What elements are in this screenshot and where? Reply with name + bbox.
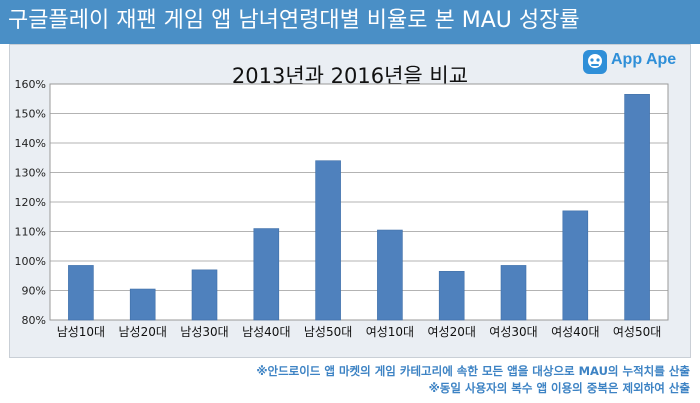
app-ape-logo: App Ape bbox=[583, 50, 687, 76]
app-ape-icon bbox=[583, 50, 607, 74]
x-tick-label: 남성50대 bbox=[304, 325, 352, 339]
y-tick-label: 100% bbox=[15, 255, 46, 268]
header-bar: 구글플레이 재팬 게임 앱 남녀연령대별 비율로 본 MAU 성장률 bbox=[0, 0, 700, 44]
x-tick-label: 여성40대 bbox=[551, 325, 599, 339]
bar bbox=[624, 94, 650, 321]
y-tick-label: 160% bbox=[15, 78, 46, 91]
bar bbox=[562, 210, 589, 321]
x-tick-label: 남성30대 bbox=[180, 325, 228, 339]
bar bbox=[253, 228, 280, 321]
x-tick-label: 남성20대 bbox=[119, 325, 167, 339]
bar bbox=[129, 288, 156, 321]
y-tick-label: 130% bbox=[15, 167, 46, 180]
x-tick-label: 남성40대 bbox=[242, 325, 290, 339]
y-tick-label: 110% bbox=[15, 226, 46, 239]
app-ape-logo-text: App Ape bbox=[611, 51, 677, 68]
bar bbox=[68, 265, 94, 321]
bar bbox=[377, 229, 403, 321]
y-tick-label: 150% bbox=[15, 108, 46, 121]
x-tick-label: 여성20대 bbox=[428, 325, 476, 339]
bar bbox=[438, 271, 465, 321]
x-tick-label: 남성10대 bbox=[57, 325, 105, 339]
footnote-2: ※동일 사용자의 복수 앱 이용의 중복은 제외하여 산출 bbox=[428, 381, 690, 395]
x-tick-label: 여성10대 bbox=[366, 325, 414, 339]
y-tick-label: 80% bbox=[22, 314, 46, 327]
footnotes: ※안드로이드 앱 마켓의 게임 카테고리에 속한 모든 앱을 대상으로 MAU의… bbox=[256, 363, 690, 397]
footnote-1: ※안드로이드 앱 마켓의 게임 카테고리에 속한 모든 앱을 대상으로 MAU의… bbox=[256, 364, 690, 378]
bar bbox=[500, 265, 527, 321]
header-title: 구글플레이 재팬 게임 앱 남녀연령대별 비율로 본 MAU 성장률 bbox=[8, 8, 580, 33]
bar bbox=[191, 269, 218, 321]
x-tick-label: 여성50대 bbox=[613, 325, 661, 339]
y-tick-label: 90% bbox=[22, 285, 46, 298]
y-tick-label: 140% bbox=[15, 137, 46, 150]
x-tick-label: 여성30대 bbox=[489, 325, 537, 339]
bar bbox=[315, 160, 341, 321]
y-tick-label: 120% bbox=[15, 196, 46, 209]
